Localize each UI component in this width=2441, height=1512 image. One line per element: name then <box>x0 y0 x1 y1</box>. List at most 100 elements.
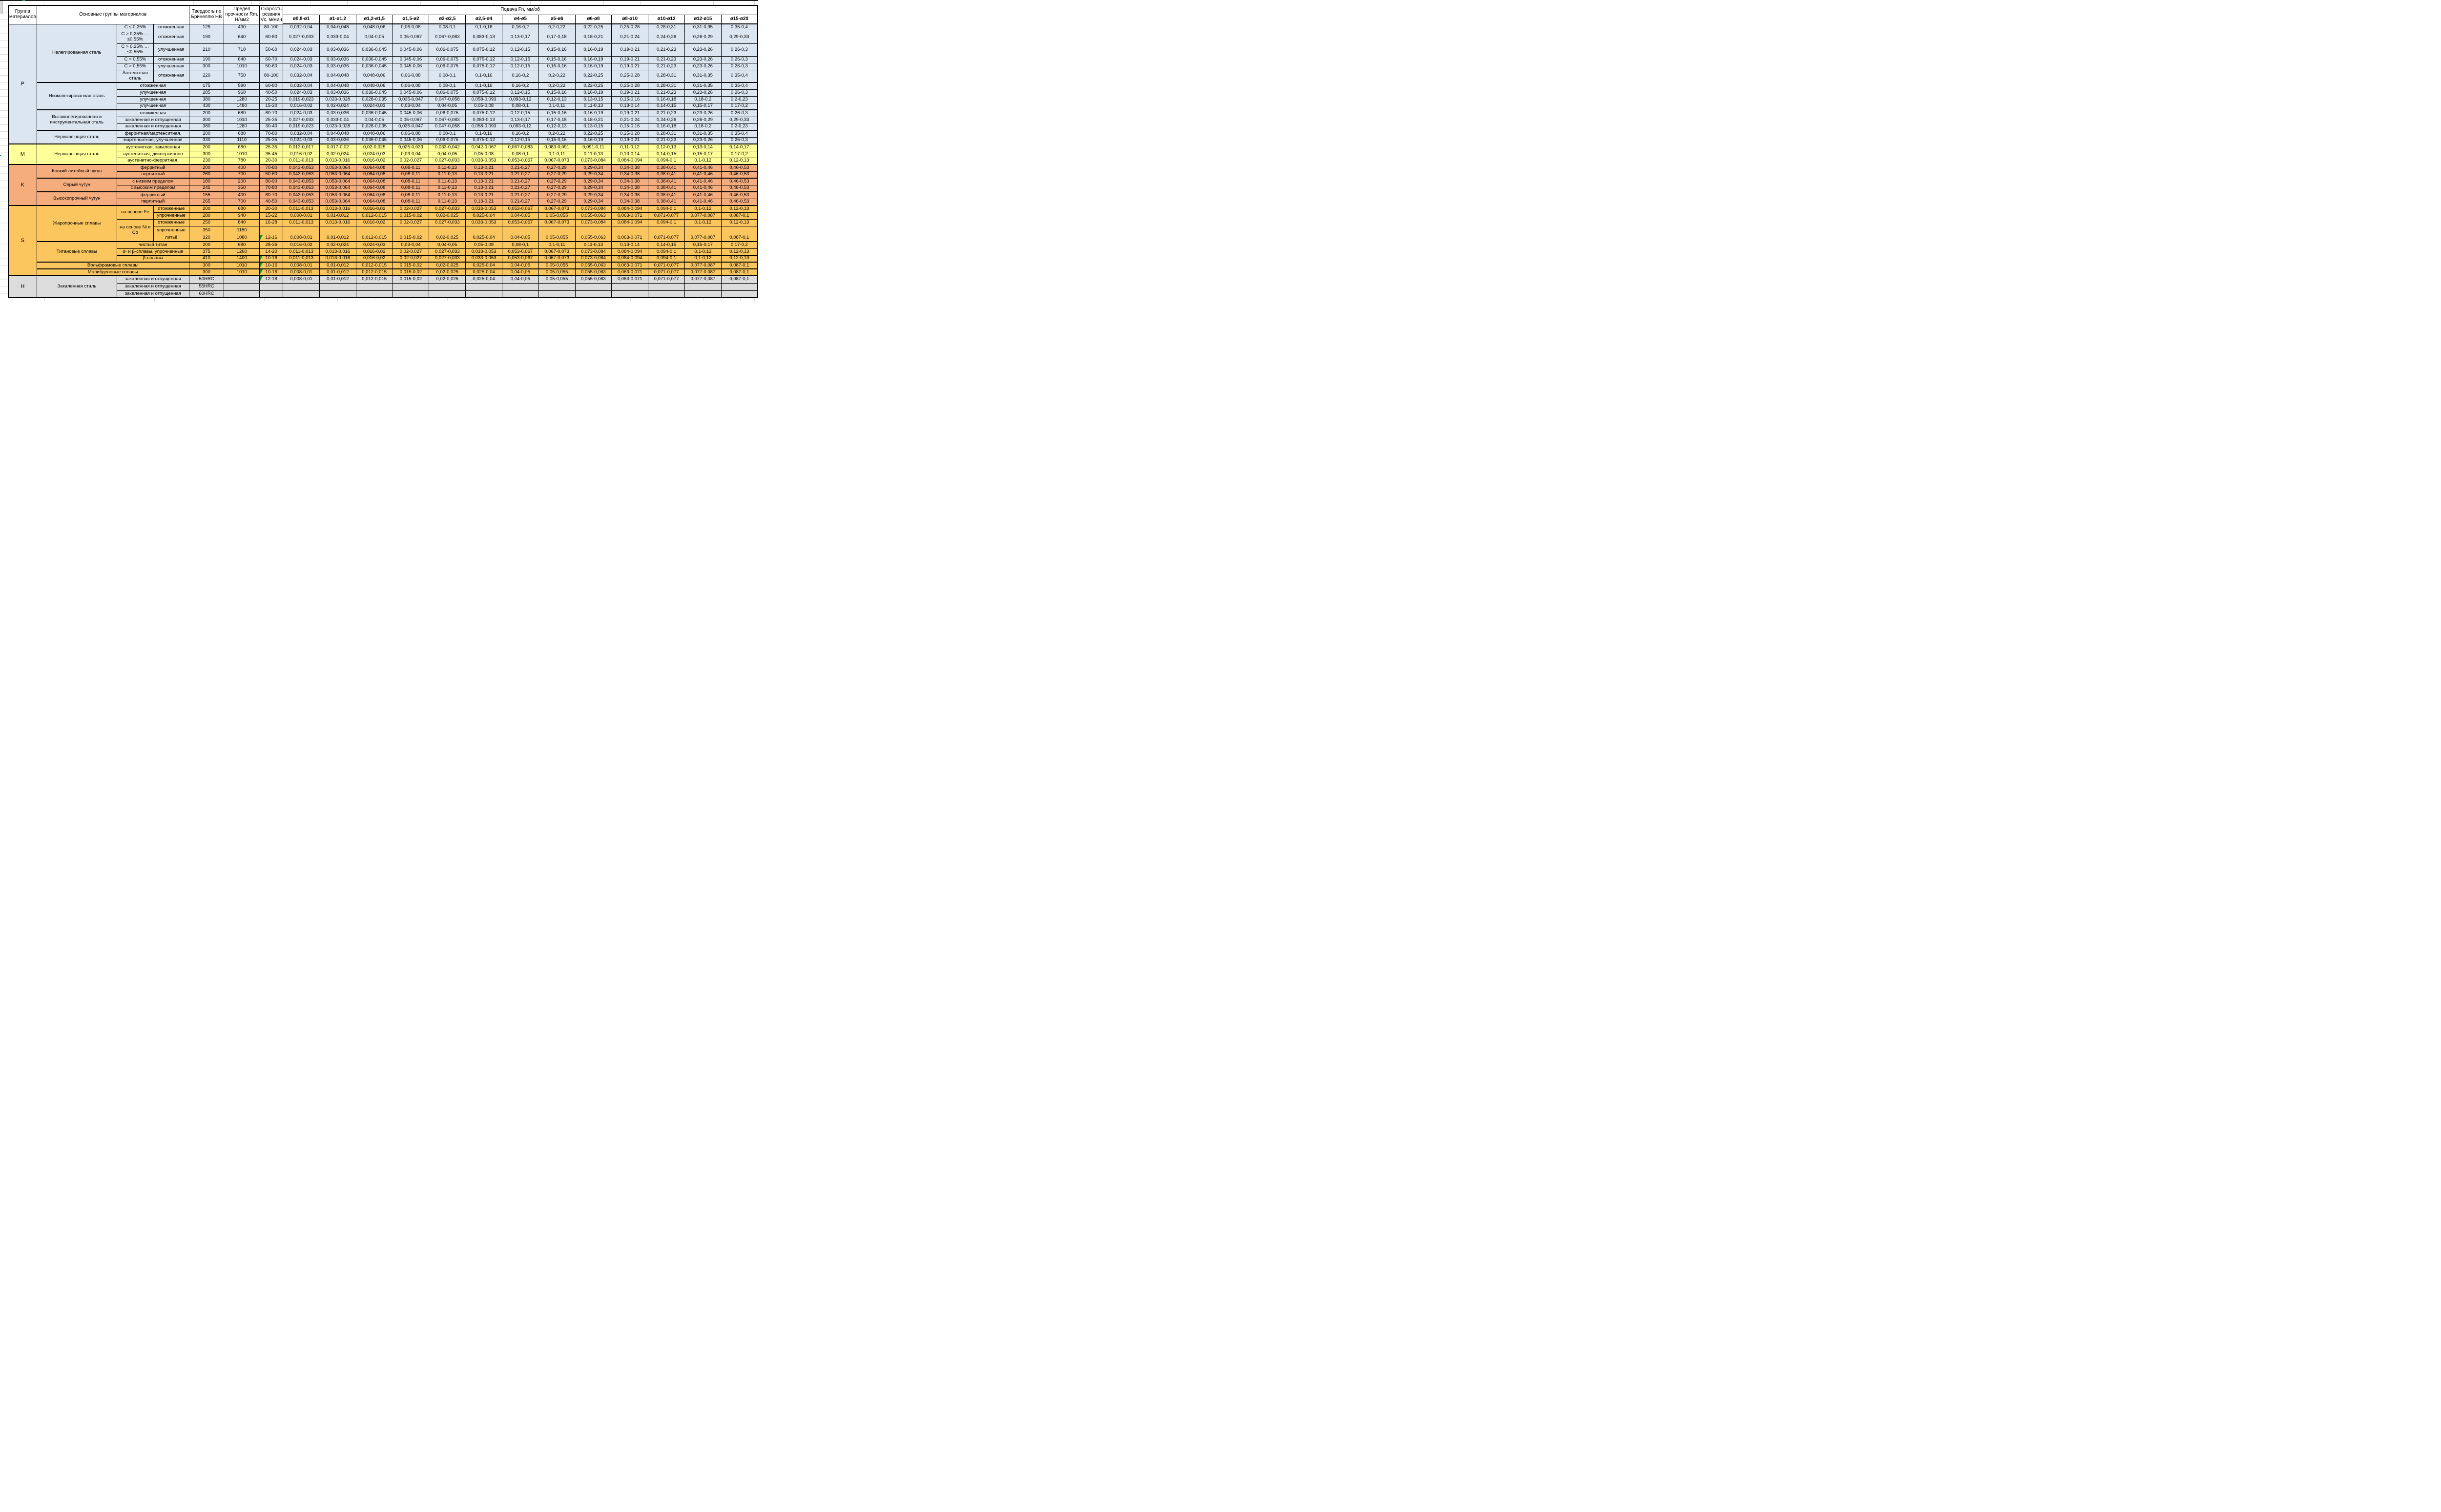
strength-cell[interactable]: 1010 <box>224 268 260 276</box>
feed-cell[interactable] <box>392 225 430 235</box>
feed-cell[interactable] <box>648 225 685 235</box>
material-sub-cell[interactable]: с высоким пределом <box>116 184 189 192</box>
feed-cell[interactable]: 0,34-0,38 <box>611 191 649 199</box>
feed-cell[interactable]: 0,16-0,19 <box>575 56 612 63</box>
feed-cell[interactable]: 0,13-0,14 <box>684 143 722 151</box>
feed-cell[interactable]: 0,033-0,053 <box>465 255 502 263</box>
speed-cell[interactable]: 70-80 <box>259 130 284 138</box>
feed-cell[interactable]: 0,01-0,012 <box>319 234 356 242</box>
feed-cell[interactable]: 0,083-0,13 <box>465 116 502 124</box>
material-sub-cell[interactable]: отожженная <box>116 82 189 90</box>
feed-cell[interactable]: 0,013-0,016 <box>319 248 356 256</box>
diameter-header[interactable]: ø0,8-ø1 <box>283 14 320 24</box>
hardness-cell[interactable]: 300 <box>188 268 225 276</box>
speed-cell[interactable]: 10-16 <box>259 268 284 276</box>
feed-cell[interactable] <box>648 283 685 291</box>
feed-cell[interactable]: 0,03-0,036 <box>319 56 356 63</box>
feed-cell[interactable] <box>283 290 320 298</box>
feed-cell[interactable] <box>721 283 758 291</box>
material-sub-cell[interactable]: отожженная <box>153 23 189 31</box>
feed-cell[interactable]: 0,045-0,06 <box>392 62 430 70</box>
group-letter-M[interactable]: M <box>8 143 37 165</box>
material-sub-cell[interactable]: аустенитно-ферритная, <box>116 157 189 165</box>
strength-cell[interactable]: 710 <box>224 43 260 57</box>
speed-cell[interactable]: 10-16 <box>259 255 284 263</box>
diameter-header[interactable]: ø2-ø2,5 <box>429 14 466 24</box>
feed-cell[interactable]: 0,12-0,15 <box>501 56 539 63</box>
feed-cell[interactable]: 0,058-0,093 <box>465 96 502 103</box>
feed-cell[interactable]: 0,02-0,025 <box>429 275 466 284</box>
speed-cell[interactable]: 30-40 <box>259 123 284 131</box>
feed-cell[interactable]: 0,26-0,3 <box>721 137 758 144</box>
feed-cell[interactable]: 0,1-0,12 <box>684 219 722 226</box>
feed-cell[interactable]: 0,05-0,08 <box>465 241 502 249</box>
strength-cell[interactable]: 840 <box>224 219 260 226</box>
hardness-cell[interactable]: 300 <box>188 150 225 158</box>
feed-cell[interactable]: 0,084-0,094 <box>611 219 649 226</box>
feed-cell[interactable] <box>684 290 722 298</box>
feed-cell[interactable]: 0,08-0,11 <box>392 178 430 185</box>
feed-cell[interactable]: 0,087-0,1 <box>721 262 758 269</box>
material-sub-cell[interactable]: отожженная <box>153 56 189 63</box>
feed-cell[interactable]: 0,08-0,11 <box>392 164 430 172</box>
material-sub-cell[interactable]: C > 0,55% <box>116 62 154 70</box>
feed-cell[interactable]: 0,043-0,053 <box>283 191 320 199</box>
strength-cell[interactable]: 1280 <box>224 123 260 131</box>
feed-cell[interactable]: 0,035-0,047 <box>392 123 430 131</box>
feed-cell[interactable]: 0,02-0,025 <box>429 262 466 269</box>
hardness-cell[interactable]: 330 <box>188 137 225 144</box>
feed-cell[interactable]: 0,41-0,46 <box>684 184 722 192</box>
hardness-cell[interactable]: 320 <box>188 234 225 242</box>
feed-cell[interactable]: 0,11-0,13 <box>429 171 466 179</box>
speed-cell[interactable]: 25-35 <box>259 143 284 151</box>
hardness-cell[interactable]: 125 <box>188 23 225 31</box>
feed-cell[interactable]: 0,23-0,26 <box>684 89 722 97</box>
feed-cell[interactable] <box>501 290 539 298</box>
feed-cell[interactable]: 0,21-0,23 <box>648 89 685 97</box>
feed-cell[interactable]: 0,34-0,38 <box>611 198 649 206</box>
group-letter-P[interactable]: P <box>8 23 37 144</box>
feed-cell[interactable]: 0,047-0,058 <box>429 123 466 131</box>
feed-cell[interactable]: 0,05-0,067 <box>392 116 430 124</box>
feed-cell[interactable]: 0,024-0,03 <box>283 137 320 144</box>
diameter-header[interactable]: ø12-ø15 <box>684 14 722 24</box>
feed-cell[interactable]: 0,16-0,2 <box>501 69 539 83</box>
feed-cell[interactable]: 0,15-0,17 <box>684 150 722 158</box>
material-group-cell[interactable]: Серый чугун <box>36 178 117 192</box>
feed-cell[interactable]: 0,06-0,08 <box>392 130 430 138</box>
hardness-cell[interactable]: 210 <box>188 43 225 57</box>
feed-cell[interactable]: 0,024-0,03 <box>283 62 320 70</box>
feed-cell[interactable]: 0,028-0,035 <box>355 123 393 131</box>
feed-cell[interactable]: 0,13-0,15 <box>575 96 612 103</box>
hardness-cell[interactable]: 350 <box>188 225 225 235</box>
feed-cell[interactable]: 0,036-0,045 <box>355 137 393 144</box>
feed-cell[interactable]: 0,077-0,087 <box>684 262 722 269</box>
speed-cell[interactable]: 20-30 <box>259 157 284 165</box>
feed-cell[interactable]: 0,16-0,2 <box>501 23 539 31</box>
feed-cell[interactable]: 0,04-0,05 <box>501 212 539 220</box>
feed-cell[interactable]: 0,024-0,03 <box>355 241 393 249</box>
feed-cell[interactable]: 0,19-0,21 <box>611 109 649 117</box>
feed-cell[interactable]: 0,035-0,047 <box>392 96 430 103</box>
material-sub-cell[interactable]: β-сплавы <box>116 255 189 263</box>
speed-cell[interactable]: 80-100 <box>259 23 284 31</box>
feed-cell[interactable]: 0,21-0,27 <box>501 184 539 192</box>
feed-cell[interactable]: 0,033-0,053 <box>465 157 502 165</box>
feed-cell[interactable] <box>575 283 612 291</box>
hardness-cell[interactable]: 200 <box>188 143 225 151</box>
hardness-cell[interactable]: 410 <box>188 255 225 263</box>
strength-cell[interactable]: 1080 <box>224 234 260 242</box>
feed-cell[interactable]: 0,03-0,036 <box>319 137 356 144</box>
hardness-cell[interactable]: 380 <box>188 96 225 103</box>
feed-cell[interactable]: 0,1-0,12 <box>684 255 722 263</box>
material-group-cell[interactable]: Нержавеющая сталь <box>36 130 117 144</box>
hardness-cell[interactable]: 155 <box>188 191 225 199</box>
material-group-cell[interactable]: Нержавеющая сталь <box>36 143 117 165</box>
feed-cell[interactable]: 0,28-0,31 <box>648 82 685 90</box>
feed-cell[interactable]: 0,04-0,05 <box>501 268 539 276</box>
feed-cell[interactable]: 0,067-0,073 <box>538 255 576 263</box>
feed-cell[interactable]: 0,02-0,024 <box>319 241 356 249</box>
feed-cell[interactable]: 0,025-0,04 <box>465 275 502 284</box>
feed-cell[interactable]: 0,08-0,1 <box>429 130 466 138</box>
feed-cell[interactable]: 0,063-0,071 <box>611 268 649 276</box>
